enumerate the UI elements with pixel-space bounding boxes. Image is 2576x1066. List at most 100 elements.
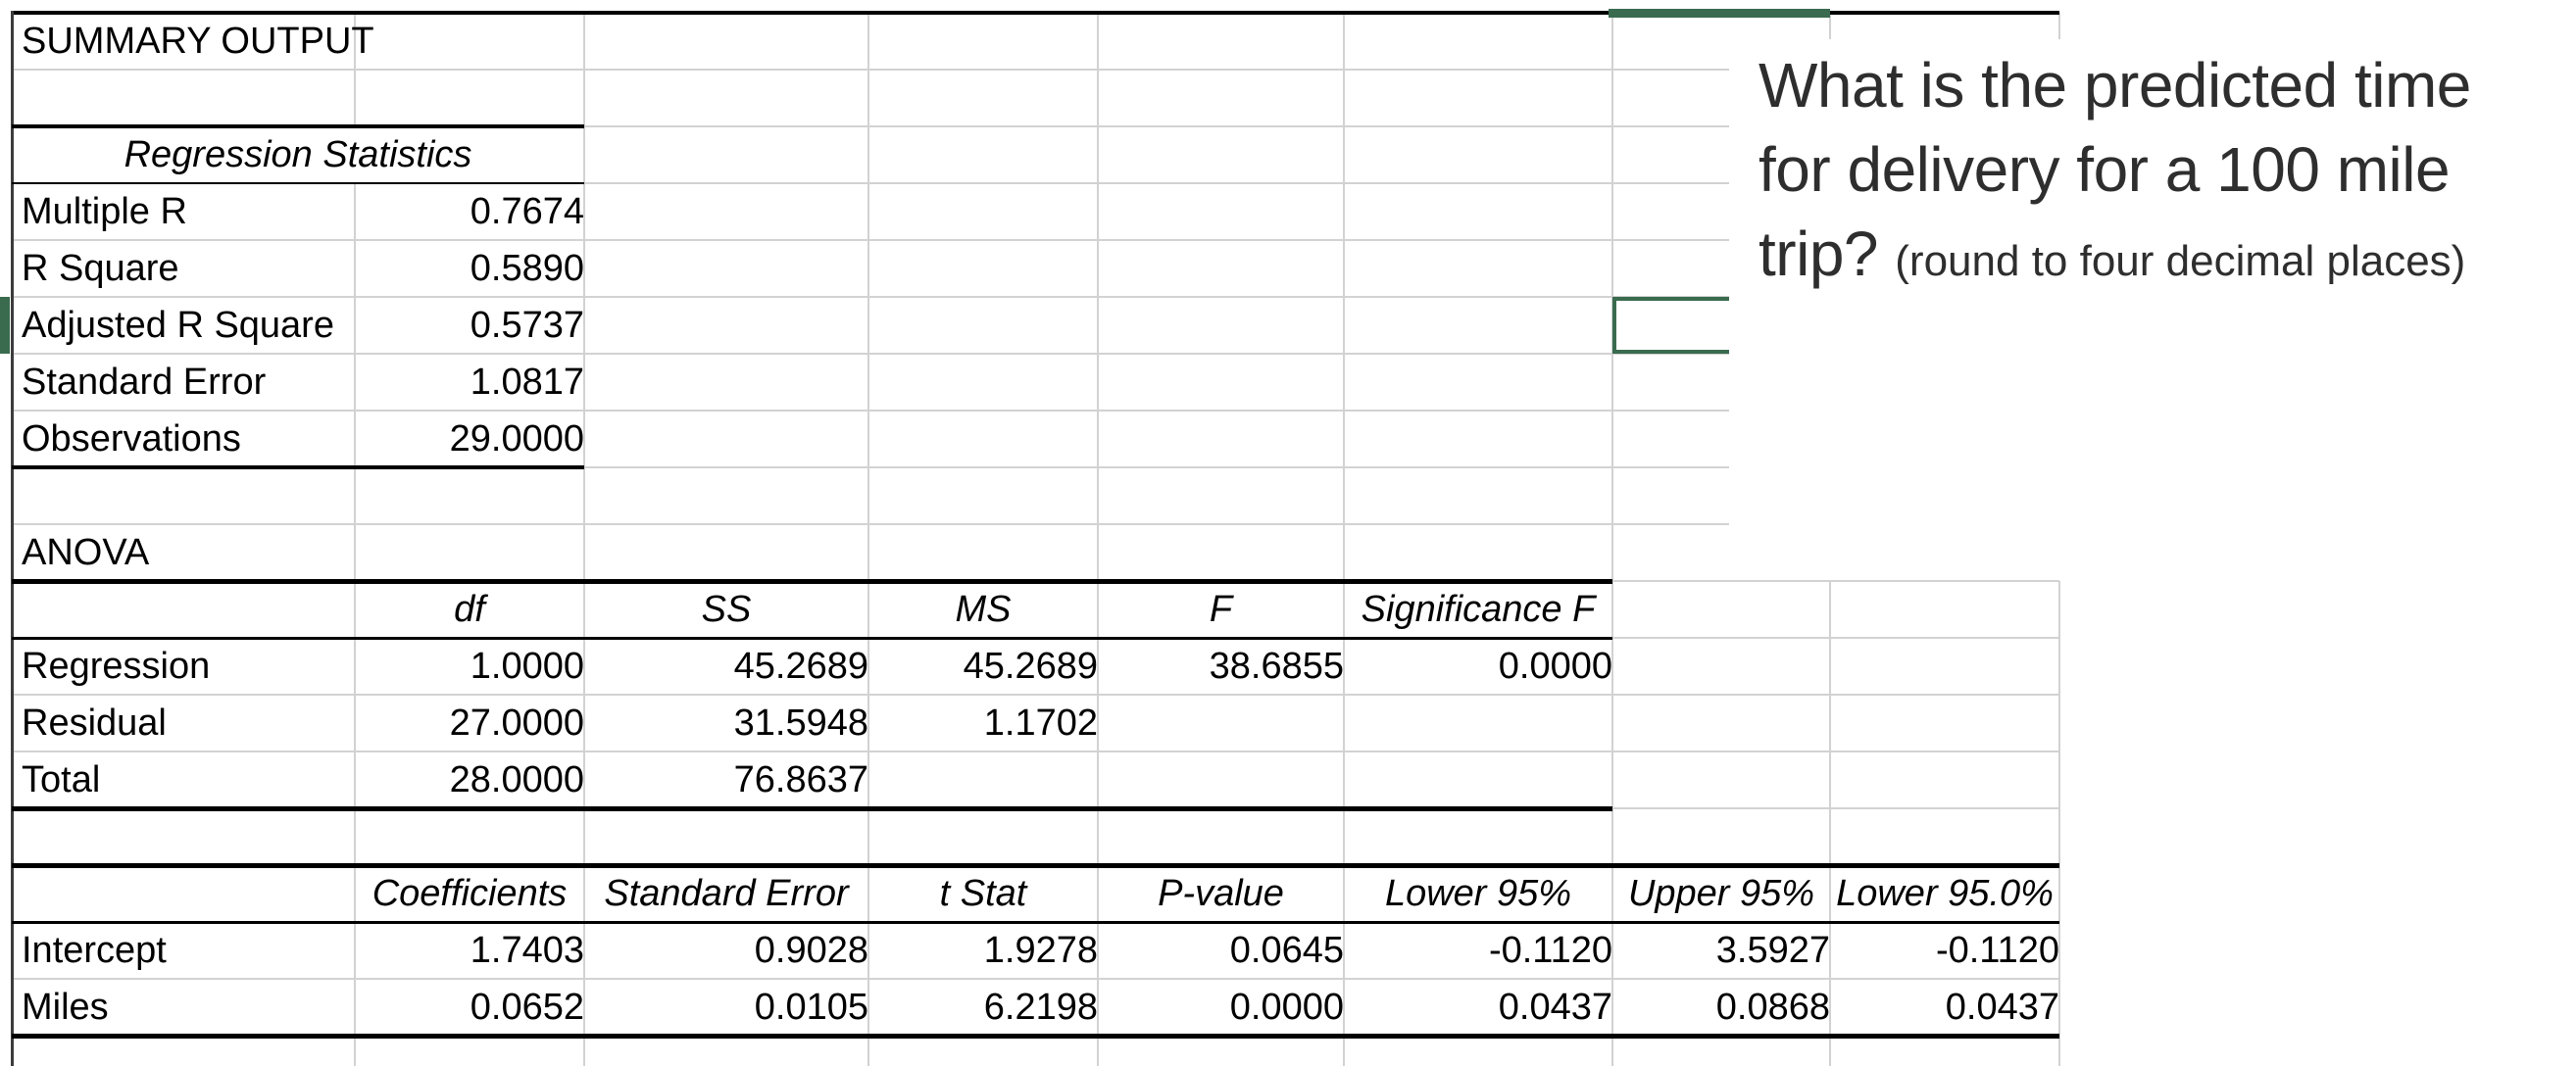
gridline-h	[12, 239, 1729, 241]
cell-coef-header-upper95[interactable]: Upper 95%	[1627, 873, 1815, 914]
gridline-h	[12, 296, 1729, 298]
gridline-h	[12, 69, 1729, 71]
gridline-h	[12, 694, 2059, 696]
question-line-3-note: (round to four decimal places)	[1895, 237, 2466, 285]
cell-anova-header-df[interactable]: df	[454, 589, 485, 630]
gridline-h	[584, 182, 1729, 184]
gridline-v	[354, 183, 356, 1066]
border-line	[12, 863, 2059, 868]
border-line	[12, 1034, 2059, 1039]
cell-residual-df[interactable]: 27.0000	[449, 703, 584, 744]
gridline-h	[12, 523, 1729, 525]
gridline-v	[1097, 13, 1099, 1066]
cell-residual-ss[interactable]: 31.5948	[733, 703, 868, 744]
cell-anova-header-ms[interactable]: MS	[955, 589, 1012, 630]
cell-observations-value[interactable]: 29.0000	[449, 418, 584, 460]
gridline-h	[12, 978, 2059, 980]
cell-multiple-r-label[interactable]: Multiple R	[22, 191, 187, 232]
cell-total-ss[interactable]: 76.8637	[733, 759, 868, 800]
cell-intercept-lower95-0[interactable]: -0.1120	[1935, 930, 2059, 971]
cell-r-square-value[interactable]: 0.5890	[470, 248, 584, 289]
border-line	[12, 182, 584, 184]
cell-anova-title[interactable]: ANOVA	[22, 532, 150, 573]
cell-coef-header-t-stat[interactable]: t Stat	[939, 873, 1027, 914]
cell-miles-lower95[interactable]: 0.0437	[1498, 987, 1612, 1028]
question-textbox	[1729, 39, 2576, 579]
cell-miles-upper95[interactable]: 0.0868	[1715, 987, 1830, 1028]
cell-miles-t-stat[interactable]: 6.2198	[983, 987, 1098, 1028]
cell-multiple-r-value[interactable]: 0.7674	[470, 191, 584, 232]
gridline-v	[583, 13, 585, 1066]
border-line	[12, 921, 2059, 924]
cell-intercept-lower95[interactable]: -0.1120	[1488, 930, 1612, 971]
cell-coef-header-p-value[interactable]: P-value	[1158, 873, 1284, 914]
question-line-3-main: trip?	[1759, 218, 1879, 289]
border-line	[12, 806, 1612, 811]
cell-coef-header-coefficients[interactable]: Coefficients	[372, 873, 568, 914]
border-line	[12, 124, 584, 128]
cell-intercept-t-stat[interactable]: 1.9278	[983, 930, 1098, 971]
cell-residual-label[interactable]: Residual	[22, 703, 167, 744]
gridline-v	[1829, 581, 1831, 1066]
cell-regression-label[interactable]: Regression	[22, 646, 211, 687]
cell-summary-output-title[interactable]: SUMMARY OUTPUT	[22, 21, 374, 62]
cell-anova-header-sig-f[interactable]: Significance F	[1361, 589, 1596, 630]
gridline-h	[1612, 580, 2059, 582]
border-line	[12, 637, 1612, 640]
question-text: What is the predicted time for delivery …	[1759, 43, 2471, 304]
cell-regression-f[interactable]: 38.6855	[1209, 646, 1344, 687]
gridline-v	[867, 13, 869, 1066]
cell-residual-ms[interactable]: 1.1702	[983, 703, 1098, 744]
cell-intercept-label[interactable]: Intercept	[22, 930, 167, 971]
gridline-v	[1829, 13, 1831, 40]
cell-anova-header-f[interactable]: F	[1209, 589, 1233, 630]
cell-miles-coef[interactable]: 0.0652	[470, 987, 584, 1028]
cell-coef-header-standard-error[interactable]: Standard Error	[604, 873, 849, 914]
question-line-2: for delivery for a 100 mile	[1759, 134, 2451, 205]
border-line	[12, 11, 2059, 15]
gridline-h	[1612, 637, 2059, 639]
row-header-edge	[11, 11, 14, 1066]
cell-total-label[interactable]: Total	[22, 759, 101, 800]
cell-intercept-upper95[interactable]: 3.5927	[1715, 930, 1830, 971]
cell-regression-statistics-header[interactable]: Regression Statistics	[124, 134, 472, 175]
gridline-h	[1612, 807, 2059, 809]
border-line	[12, 579, 1612, 584]
gridline-h	[12, 410, 1729, 412]
cell-standard-error-label[interactable]: Standard Error	[22, 362, 267, 403]
cell-regression-df[interactable]: 1.0000	[470, 646, 584, 687]
cell-r-square-label[interactable]: R Square	[22, 248, 179, 289]
gridline-h	[12, 353, 1729, 355]
cell-total-df[interactable]: 28.0000	[449, 759, 584, 800]
gridline-v	[1611, 13, 1613, 1066]
cell-standard-error-value[interactable]: 1.0817	[470, 362, 584, 403]
gridline-v	[2058, 581, 2060, 1066]
cell-adjusted-r-square-value[interactable]: 0.5737	[470, 305, 584, 346]
cell-adjusted-r-square-label[interactable]: Adjusted R Square	[22, 305, 334, 346]
question-line-1: What is the predicted time	[1759, 50, 2471, 121]
border-line	[12, 465, 584, 469]
cell-observations-label[interactable]: Observations	[22, 418, 241, 460]
cell-intercept-std-err[interactable]: 0.9028	[754, 930, 868, 971]
cell-intercept-coef[interactable]: 1.7403	[470, 930, 584, 971]
gridline-h	[584, 125, 1729, 127]
cell-regression-sig-f[interactable]: 0.0000	[1498, 646, 1612, 687]
cell-coef-header-lower95-0[interactable]: Lower 95.0%	[1836, 873, 2054, 914]
gridline-h	[12, 751, 2059, 752]
cell-miles-label[interactable]: Miles	[22, 987, 109, 1028]
selected-column-indicator	[1609, 9, 1830, 18]
selected-row-indicator	[0, 297, 10, 354]
question-line-3: trip? (round to four decimal places)	[1759, 212, 2471, 304]
gridline-v	[2058, 13, 2060, 40]
cell-miles-lower95-0[interactable]: 0.0437	[1945, 987, 2059, 1028]
cell-miles-p-value[interactable]: 0.0000	[1229, 987, 1344, 1028]
cell-regression-ms[interactable]: 45.2689	[963, 646, 1098, 687]
cell-intercept-p-value[interactable]: 0.0645	[1229, 930, 1344, 971]
gridline-h	[584, 466, 1729, 468]
gridline-v	[1343, 13, 1345, 1066]
cell-regression-ss[interactable]: 45.2689	[733, 646, 868, 687]
cell-anova-header-ss[interactable]: SS	[701, 589, 752, 630]
cell-coef-header-lower95[interactable]: Lower 95%	[1384, 873, 1572, 914]
cell-miles-std-err[interactable]: 0.0105	[754, 987, 868, 1028]
